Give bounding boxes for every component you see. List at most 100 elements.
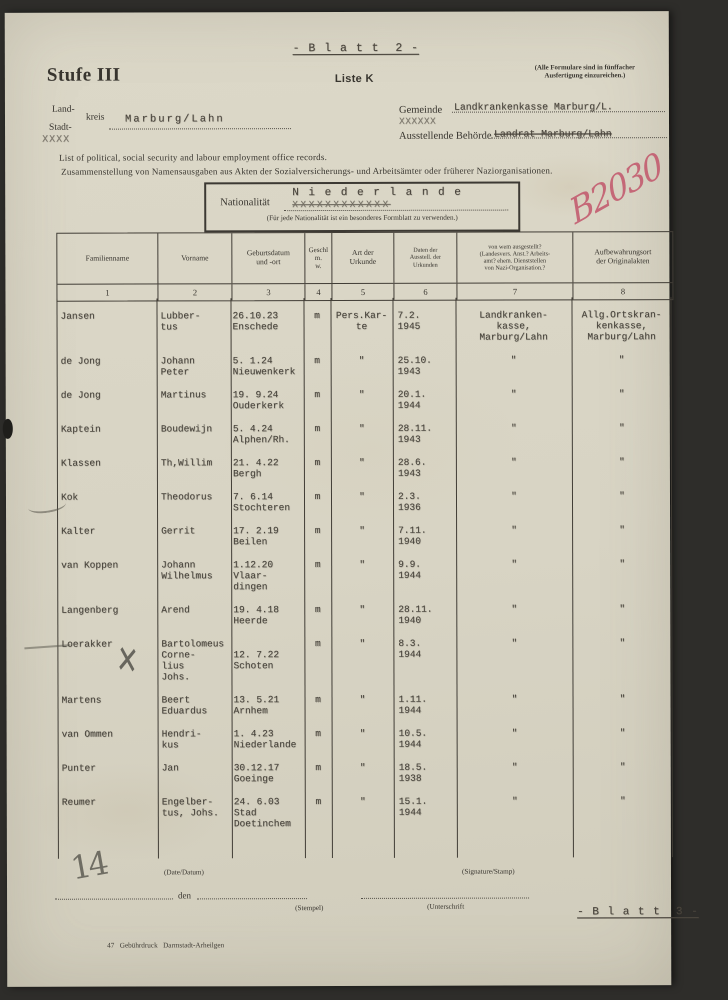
- pencil-count: 14: [67, 843, 109, 888]
- cell-geschlecht: m: [314, 525, 321, 537]
- cell-aufbewahrungsort: ": [619, 524, 625, 536]
- cell-familienname: de Jong: [60, 389, 101, 401]
- gemeinde-dotted-line: [451, 111, 665, 113]
- cell-ausgestellt: ": [510, 354, 517, 366]
- cell-familienname: Kaptein: [60, 423, 101, 435]
- cell-familienname: van Ommen: [61, 728, 113, 740]
- table-header: Familienname Vorname Geburtsdatum und -o…: [56, 231, 674, 302]
- cell-geschlecht: m: [314, 423, 321, 435]
- table-row: de Jong Johann Peter 5. 1.24 Nieuwenkerk…: [57, 354, 672, 378]
- header-cell-geburtsdatum: Geburtsdatum und -ort: [231, 233, 305, 284]
- gemeinde-label: Gemeinde: [398, 104, 443, 116]
- kreis-value: Marburg/Lahn: [124, 113, 225, 126]
- table-row: Jansen Lubber- tus 26.10.23 Enschede m P…: [57, 309, 672, 344]
- cell-urkunde: ": [359, 490, 365, 502]
- cell-datum: 28.11. 1940: [398, 603, 433, 626]
- cell-familienname: Langenberg: [61, 604, 119, 616]
- cell-geschlecht: m: [315, 638, 321, 650]
- cell-geburtsdatum: 19. 4.18 Heerde: [233, 604, 279, 627]
- description-english: List of political, social security and l…: [59, 152, 328, 163]
- cell-familienname: de Jong: [60, 355, 101, 367]
- header-cell-urkunde: Art der Urkunde: [331, 232, 394, 284]
- cell-ausgestellt: ": [511, 795, 518, 807]
- cell-geschlecht: m: [314, 559, 321, 571]
- cell-geburtsdatum: 30.12.17 Goeinge: [233, 762, 280, 785]
- cell-ausgestellt: ": [511, 490, 517, 502]
- cell-datum: 10.5. 1944: [398, 727, 428, 750]
- table-row: Loerakker Bartolomeus Corne- lius Johs. …: [57, 637, 672, 683]
- cell-familienname: Klassen: [60, 457, 101, 469]
- cell-familienname: Jansen: [60, 310, 95, 322]
- signature-line: [361, 897, 530, 899]
- cell-aufbewahrungsort: ": [619, 761, 626, 773]
- cell-aufbewahrungsort: ": [619, 558, 626, 570]
- table-row: van Ommen Hendri- kus 1. 4.23 Niederland…: [58, 727, 673, 751]
- cell-urkunde: ": [359, 456, 365, 468]
- table-row: Kok Theodorus 7. 6.14 Stochteren m " 2.3…: [57, 490, 672, 514]
- cell-geschlecht: m: [314, 457, 321, 469]
- cell-urkunde: ": [359, 637, 366, 649]
- cell-geburtsdatum: 21. 4.22 Bergh: [232, 457, 279, 480]
- cell-aufbewahrungsort: Allg.Ortskran- kenkasse, Marburg/Lahn: [581, 309, 662, 343]
- table-row: de Jong Martinus 19. 9.24 Ouderkerk m " …: [57, 388, 672, 412]
- table-row: Punter Jan 30.12.17 Goeinge m " 18.5. 19…: [58, 761, 673, 785]
- cell-geburtsdatum: 7. 6.14 Stochteren: [232, 491, 291, 514]
- table-row: Kalter Gerrit 17. 2.19 Beilen m " 7.11. …: [57, 524, 672, 548]
- cell-ausgestellt: Landkranken- kasse, Marburg/Lahn: [479, 309, 548, 343]
- cell-vorname: Bartolomeus Corne- lius Johs.: [161, 638, 225, 683]
- cell-datum: 18.5. 1938: [398, 761, 428, 784]
- nationality-dotted-line: [284, 209, 509, 212]
- cell-ausgestellt: ": [511, 603, 518, 615]
- cell-ausgestellt: ": [511, 558, 518, 570]
- kreis-label: kreis: [85, 112, 105, 123]
- cell-familienname: Loerakker: [61, 638, 113, 650]
- cell-geschlecht: m: [314, 491, 321, 503]
- cell-vorname: Hendri- kus: [161, 728, 202, 751]
- table-body: Jansen Lubber- tus 26.10.23 Enschede m P…: [56, 297, 673, 859]
- stufe-label: Stufe III: [46, 64, 121, 86]
- cell-vorname: Theodorus: [160, 491, 213, 503]
- cell-datum: 25.10. 1943: [397, 354, 432, 377]
- cell-urkunde: ": [359, 603, 366, 615]
- copies-note: (Alle Formulare sind in fünffacher Ausfe…: [534, 64, 636, 80]
- cell-vorname: Th,Willim: [160, 457, 213, 469]
- table-row: Martens Beert Eduardus 13. 5.21 Arnhem m…: [58, 693, 673, 717]
- cell-ausgestellt: ": [511, 637, 518, 649]
- page-label-top: - B l a t t 2 -: [292, 41, 420, 56]
- gemeinde-strikeout: XXXXXX: [398, 115, 437, 127]
- cell-datum: 28.6. 1943: [397, 456, 427, 479]
- cell-geburtsdatum: 5. 1.24 Nieuwenkerk: [232, 355, 296, 378]
- cell-geschlecht: m: [315, 762, 322, 774]
- cell-aufbewahrungsort: ": [619, 637, 626, 649]
- cell-urkunde: ": [359, 727, 366, 739]
- cell-aufbewahrungsort: ": [619, 490, 625, 502]
- table-header-labels: Familienname Vorname Geburtsdatum und -o…: [57, 232, 673, 284]
- cell-ausgestellt: ": [511, 524, 517, 536]
- cell-vorname: Beert Eduardus: [161, 694, 208, 717]
- header-cell-ausgestellt: von wem ausgestellt? (Landesvers. Anst.?…: [456, 232, 573, 283]
- signature-label: (Signature/Stamp): [461, 867, 515, 876]
- nationality-value: N i e d e r l a n d e: [292, 186, 463, 200]
- table-row: Langenberg Arend 19. 4.18 Heerde m " 28.…: [57, 603, 672, 627]
- cell-datum: 20.1. 1944: [397, 388, 427, 411]
- header-cell-aufbewahrungsort: Aufbewahrungsort der Originalakten: [572, 232, 673, 283]
- table-row: Klassen Th,Willim 21. 4.22 Bergh m " 28.…: [57, 456, 672, 480]
- nationality-box: Nationalität N i e d e r l a n d e XXXXX…: [204, 181, 521, 233]
- date-line: [55, 898, 174, 900]
- cell-vorname: Johann Wilhelmus: [161, 559, 213, 582]
- cell-geburtsdatum: 19. 9.24 Ouderkerk: [232, 389, 285, 412]
- cell-geschlecht: m: [315, 728, 321, 740]
- cell-urkunde: ": [359, 524, 365, 536]
- date-label: (Date/Datum): [163, 868, 204, 877]
- liste-label: Liste K: [334, 72, 374, 86]
- cell-vorname: Arend: [161, 604, 190, 616]
- cell-urkunde: ": [358, 422, 365, 434]
- nationality-note: (Für jede Nationalität ist ein besondere…: [266, 213, 458, 223]
- cell-aufbewahrungsort: ": [618, 388, 625, 400]
- behoerde-label: Ausstellende Behörde: [399, 130, 492, 142]
- cell-geschlecht: m: [314, 355, 320, 367]
- table-rows: Jansen Lubber- tus 26.10.23 Enschede m P…: [56, 297, 672, 842]
- header-cell-vorname: Vorname: [157, 233, 232, 284]
- cell-aufbewahrungsort: ": [618, 422, 625, 434]
- cell-familienname: Kok: [60, 491, 79, 503]
